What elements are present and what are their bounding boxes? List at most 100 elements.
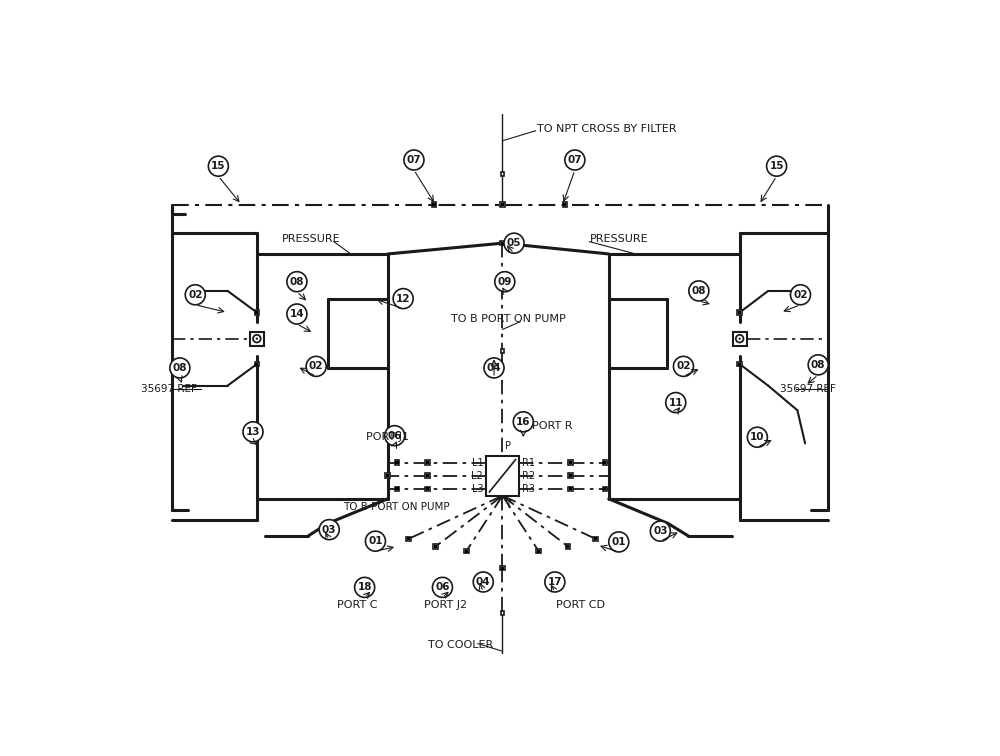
Bar: [568, 473, 573, 478]
Text: 07: 07: [407, 155, 421, 165]
Text: 08: 08: [290, 277, 304, 287]
Text: 08: 08: [811, 360, 825, 370]
Bar: [501, 566, 504, 570]
Circle shape: [473, 572, 493, 592]
Text: PORT J1: PORT J1: [366, 432, 409, 442]
Circle shape: [256, 337, 258, 339]
Text: 09: 09: [498, 277, 512, 287]
Bar: [386, 474, 389, 477]
Text: 02: 02: [309, 361, 323, 371]
Bar: [501, 203, 504, 206]
Bar: [395, 487, 399, 491]
Text: 04: 04: [487, 363, 501, 373]
Bar: [432, 203, 436, 207]
Bar: [537, 550, 540, 553]
Bar: [593, 537, 598, 541]
Text: TO NPT CROSS BY FILTER: TO NPT CROSS BY FILTER: [537, 124, 677, 135]
Text: 05: 05: [507, 238, 521, 248]
Bar: [432, 203, 436, 206]
Bar: [500, 283, 505, 287]
Text: 10: 10: [750, 432, 765, 442]
Bar: [603, 488, 606, 491]
Circle shape: [306, 356, 326, 376]
Bar: [255, 310, 259, 314]
Bar: [395, 460, 399, 465]
Text: 13: 13: [246, 427, 260, 437]
Text: 14: 14: [290, 309, 304, 319]
Bar: [563, 203, 567, 207]
Bar: [603, 461, 606, 464]
Text: TO B PORT ON PUMP: TO B PORT ON PUMP: [343, 501, 450, 512]
Text: R2: R2: [522, 471, 535, 481]
Circle shape: [747, 427, 767, 448]
Circle shape: [545, 572, 565, 592]
Bar: [425, 460, 430, 465]
Circle shape: [666, 392, 686, 413]
Circle shape: [689, 281, 709, 301]
Bar: [594, 538, 597, 541]
Circle shape: [287, 271, 307, 292]
Bar: [569, 474, 572, 477]
Text: TO COOLER: TO COOLER: [428, 640, 493, 650]
Circle shape: [736, 335, 743, 342]
Circle shape: [365, 531, 385, 551]
Text: PORT CD: PORT CD: [556, 600, 605, 610]
Text: L1: L1: [472, 457, 483, 468]
Text: R1: R1: [522, 457, 535, 468]
Text: 07: 07: [568, 155, 582, 165]
Bar: [566, 545, 569, 548]
Bar: [500, 203, 505, 207]
Bar: [425, 487, 430, 491]
Text: 12: 12: [396, 293, 410, 304]
Text: PRESSURE: PRESSURE: [282, 234, 340, 244]
Bar: [433, 544, 438, 549]
Text: PORT R: PORT R: [532, 420, 572, 431]
Bar: [255, 363, 258, 366]
Bar: [255, 362, 259, 367]
Text: 01: 01: [368, 536, 383, 546]
Text: L2: L2: [471, 471, 483, 481]
Circle shape: [767, 156, 787, 176]
Bar: [563, 203, 566, 206]
Circle shape: [808, 355, 828, 375]
Bar: [568, 487, 573, 491]
Text: PORT J2: PORT J2: [424, 600, 467, 610]
Circle shape: [393, 289, 413, 308]
Bar: [406, 537, 411, 541]
Text: 18: 18: [357, 582, 372, 593]
Text: TO B PORT ON PUMP: TO B PORT ON PUMP: [451, 314, 566, 324]
Bar: [536, 549, 541, 553]
Bar: [486, 456, 519, 496]
Circle shape: [495, 271, 515, 292]
Bar: [426, 461, 429, 464]
Text: 15: 15: [769, 161, 784, 171]
Text: 06: 06: [387, 431, 402, 441]
Text: 11: 11: [668, 398, 683, 407]
Circle shape: [432, 578, 452, 597]
Circle shape: [504, 233, 524, 253]
Bar: [501, 172, 504, 176]
Bar: [566, 544, 570, 549]
Text: T: T: [505, 500, 511, 510]
Text: 16: 16: [516, 417, 531, 427]
Bar: [426, 474, 429, 477]
Circle shape: [484, 358, 504, 378]
Bar: [501, 284, 504, 287]
Bar: [603, 460, 607, 465]
Bar: [385, 473, 390, 478]
Circle shape: [385, 426, 405, 446]
Bar: [255, 311, 258, 314]
Bar: [395, 461, 399, 464]
Circle shape: [738, 337, 741, 339]
Circle shape: [650, 521, 670, 541]
Circle shape: [673, 356, 693, 376]
Circle shape: [355, 578, 375, 597]
Bar: [738, 363, 741, 366]
Bar: [501, 349, 504, 353]
Circle shape: [243, 422, 263, 442]
Text: 08: 08: [173, 363, 187, 373]
Circle shape: [185, 285, 205, 305]
Bar: [569, 461, 572, 464]
Circle shape: [513, 412, 533, 432]
Bar: [500, 241, 505, 246]
